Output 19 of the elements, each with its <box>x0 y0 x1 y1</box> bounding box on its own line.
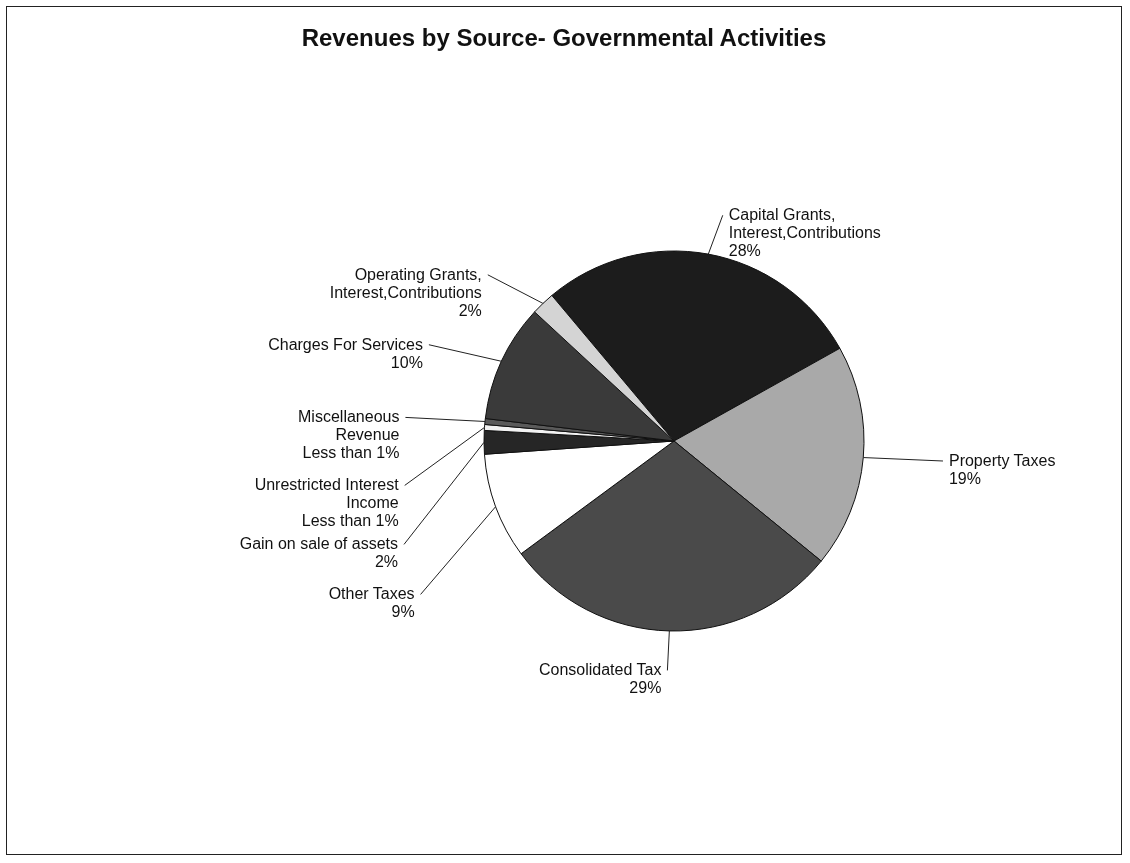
data-label: Less than 1% <box>302 444 400 462</box>
slice-label: Other Taxes <box>328 585 415 603</box>
slice-label: Miscellaneous Revenue <box>298 408 400 444</box>
slice-label: Capital Grants, Interest,Contributions <box>728 206 881 242</box>
data-label: 10% <box>390 353 423 371</box>
data-label: 9% <box>391 603 415 621</box>
data-label: Less than 1% <box>301 512 399 530</box>
data-label: 28% <box>728 242 761 260</box>
data-label: 19% <box>948 470 981 487</box>
chart-title: Revenues by Source- Governmental Activities <box>301 24 827 51</box>
data-label: 2% <box>458 301 482 319</box>
data-label: 2% <box>374 553 399 571</box>
slice-label: Gain on sale of assets <box>239 535 399 553</box>
slice-label: Consolidated Tax <box>538 661 662 679</box>
data-label: 29% <box>629 679 662 697</box>
slice-label: Unrestricted Interest Income <box>254 476 400 512</box>
slice-label: Property Taxes <box>948 452 1056 469</box>
slice-label: Operating Grants, Interest,Contributions <box>329 265 482 301</box>
slice-label: Charges For Services <box>268 335 423 353</box>
